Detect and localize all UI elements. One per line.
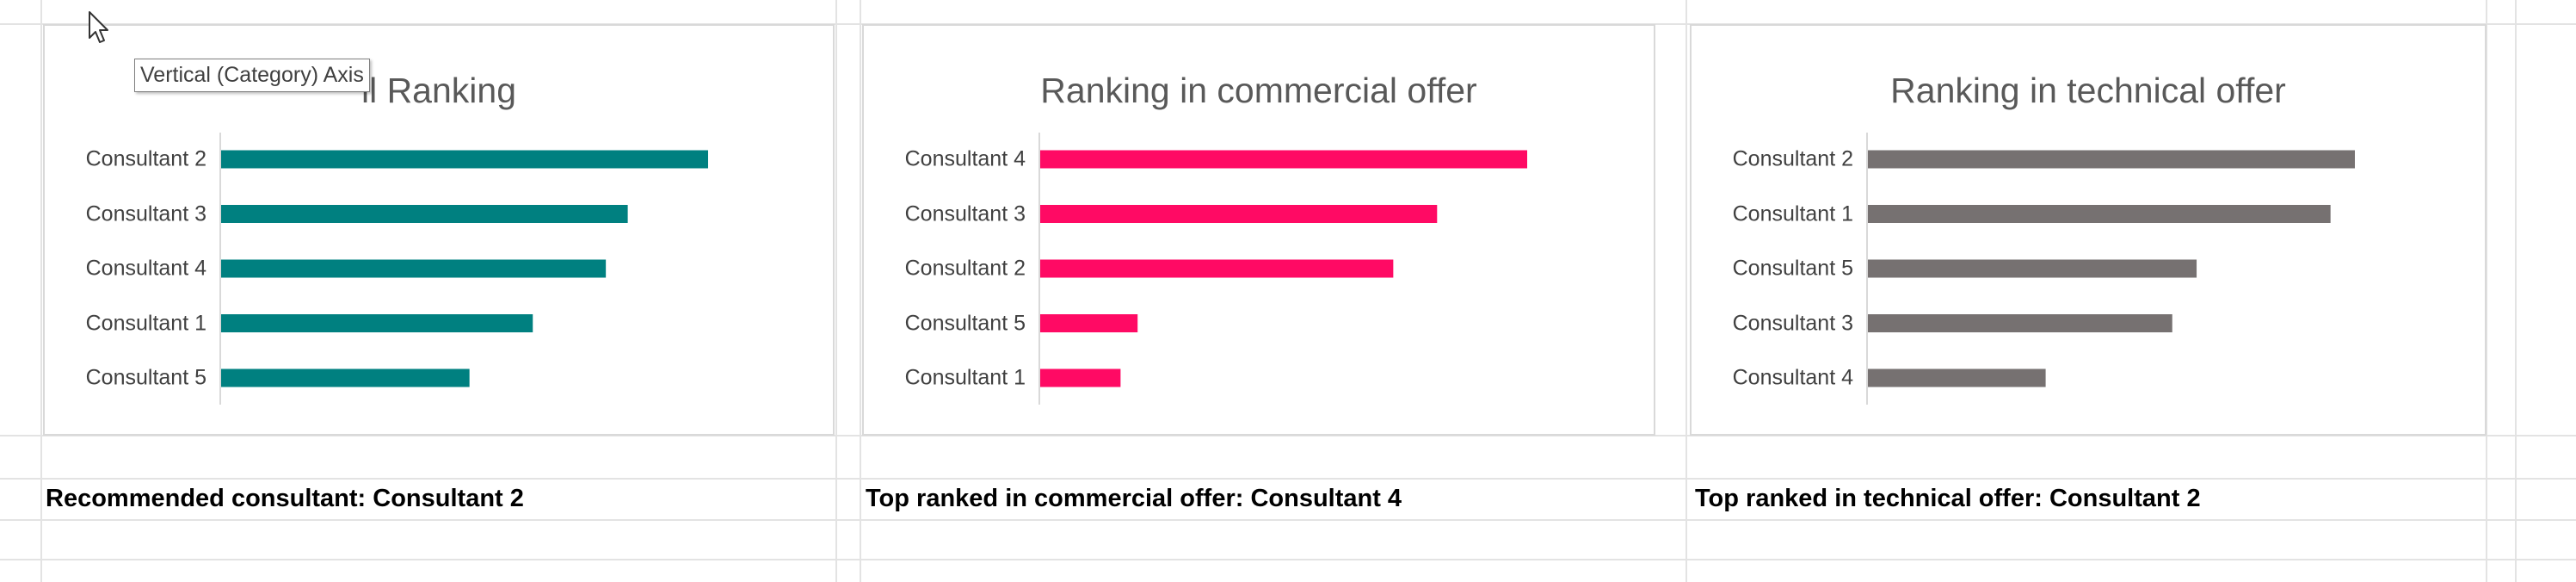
top-commercial-cell[interactable]: Top ranked in commercial offer: Consulta… — [866, 485, 1402, 512]
bar[interactable] — [1868, 259, 2197, 278]
bar[interactable] — [1040, 205, 1438, 223]
technical-ranking-plot — [1866, 133, 2355, 405]
chart-title: Ranking in commercial offer — [1040, 71, 1477, 110]
technical-ranking-chart[interactable]: Ranking in technical offer Consultant 2 C… — [1690, 24, 2487, 436]
category-tick-label: Consultant 1 — [904, 365, 1026, 390]
bar[interactable] — [221, 314, 533, 332]
category-tick-label: Consultant 3 — [904, 201, 1026, 226]
bar[interactable] — [1040, 314, 1138, 332]
category-tick-label: Consultant 4 — [85, 256, 206, 281]
bar[interactable] — [1868, 368, 2046, 387]
category-tick-label: Consultant 5 — [85, 365, 206, 390]
recommended-consultant-cell[interactable]: Recommended consultant: Consultant 2 — [46, 485, 524, 512]
overall-ranking-chart[interactable]: ll Ranking Consultant 2 Consultant 3 Consu… — [43, 24, 835, 436]
commercial-ranking-chart[interactable]: Ranking in commercial offer Consultant 4… — [862, 24, 1655, 436]
category-tick-label: Consultant 2 — [1732, 146, 1853, 171]
bar[interactable] — [1040, 150, 1527, 169]
bar[interactable] — [1868, 314, 2172, 332]
bar[interactable] — [1868, 150, 2355, 169]
category-tick-label: Consultant 5 — [904, 311, 1026, 335]
chart-title: Ranking in technical offer — [1890, 71, 2286, 110]
category-tick-label: Consultant 5 — [1732, 256, 1853, 281]
category-tick-label: Consultant 4 — [1732, 365, 1853, 390]
category-tick-label: Consultant 2 — [904, 256, 1026, 281]
category-tick-label: Consultant 2 — [85, 146, 206, 171]
category-tick-label: Consultant 1 — [1732, 201, 1853, 226]
bar[interactable] — [221, 150, 708, 169]
chart-title: ll Ranking — [361, 71, 517, 110]
axis-tooltip: Vertical (Category) Axis — [134, 59, 370, 92]
overall-ranking-plot — [219, 133, 708, 405]
category-tick-label: Consultant 3 — [85, 201, 206, 226]
category-tick-label: Consultant 4 — [904, 146, 1026, 171]
bar[interactable] — [1040, 368, 1121, 387]
commercial-ranking-plot — [1038, 133, 1527, 405]
bar[interactable] — [1868, 205, 2331, 223]
bar[interactable] — [221, 368, 470, 387]
category-tick-label: Consultant 1 — [85, 311, 206, 335]
category-tick-label: Consultant 3 — [1732, 311, 1853, 335]
bar[interactable] — [221, 259, 607, 278]
bar[interactable] — [1040, 259, 1394, 278]
top-technical-cell[interactable]: Top ranked in technical offer: Consultan… — [1695, 485, 2201, 512]
mouse-pointer-icon — [89, 11, 108, 43]
bar[interactable] — [221, 205, 628, 223]
